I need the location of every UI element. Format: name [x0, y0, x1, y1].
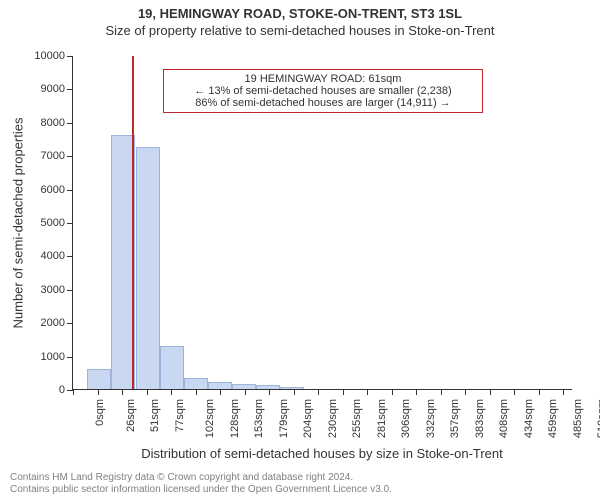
marker-line	[132, 56, 134, 389]
histogram-bar	[87, 369, 111, 389]
y-tick	[67, 290, 73, 291]
x-tick	[343, 389, 344, 395]
x-tick-label: 357sqm	[449, 399, 461, 438]
y-tick-label: 0	[59, 384, 65, 396]
x-tick-label: 0sqm	[94, 399, 106, 426]
x-tick-label: 255sqm	[351, 399, 363, 438]
y-tick-label: 2000	[41, 317, 65, 329]
x-tick-label: 332sqm	[425, 399, 437, 438]
histogram-bar	[280, 387, 304, 389]
x-tick	[416, 389, 417, 395]
chart-title: 19, HEMINGWAY ROAD, STOKE-ON-TRENT, ST3 …	[0, 0, 600, 21]
x-tick	[367, 389, 368, 395]
x-tick-label: 26sqm	[125, 399, 137, 432]
x-tick-label: 485sqm	[572, 399, 584, 438]
footer-line: Contains public sector information licen…	[10, 484, 590, 496]
x-tick	[294, 389, 295, 395]
y-tick	[67, 56, 73, 57]
y-tick-label: 5000	[41, 217, 65, 229]
histogram-bar	[208, 382, 232, 389]
x-tick-label: 102sqm	[204, 399, 216, 438]
x-tick-label: 77sqm	[174, 399, 186, 432]
x-tick	[269, 389, 270, 395]
x-tick	[122, 389, 123, 395]
x-tick	[318, 389, 319, 395]
x-tick-label: 306sqm	[400, 399, 412, 438]
x-tick	[490, 389, 491, 395]
annotation-box: 19 HEMINGWAY ROAD: 61sqm← 13% of semi-de…	[163, 69, 483, 113]
y-tick-label: 3000	[41, 284, 65, 296]
x-tick-label: 51sqm	[149, 399, 161, 432]
y-tick	[67, 89, 73, 90]
y-tick	[67, 256, 73, 257]
x-tick	[563, 389, 564, 395]
chart-subtitle: Size of property relative to semi-detach…	[0, 21, 600, 38]
x-tick	[245, 389, 246, 395]
x-tick-label: 230sqm	[327, 399, 339, 438]
histogram-bar	[160, 346, 184, 389]
y-tick	[67, 123, 73, 124]
chart-plot-area: 0100020003000400050006000700080009000100…	[72, 56, 572, 390]
y-tick	[67, 190, 73, 191]
x-tick	[539, 389, 540, 395]
x-tick	[392, 389, 393, 395]
x-tick	[465, 389, 466, 395]
histogram-bar	[256, 385, 280, 389]
x-tick	[220, 389, 221, 395]
y-tick-label: 7000	[41, 150, 65, 162]
x-tick-label: 153sqm	[253, 399, 265, 438]
x-tick	[98, 389, 99, 395]
x-tick	[147, 389, 148, 395]
histogram-bar	[136, 147, 160, 389]
x-tick	[514, 389, 515, 395]
footer-line: Contains HM Land Registry data © Crown c…	[10, 472, 590, 484]
x-axis-title: Distribution of semi-detached houses by …	[141, 446, 503, 461]
x-tick-label: 128sqm	[229, 399, 241, 438]
x-tick-label: 510sqm	[597, 399, 600, 438]
y-tick-label: 1000	[41, 351, 65, 363]
annotation-line: 19 HEMINGWAY ROAD: 61sqm	[170, 73, 476, 85]
annotation-line: 86% of semi-detached houses are larger (…	[170, 97, 476, 109]
x-tick-label: 408sqm	[498, 399, 510, 438]
histogram-bar	[232, 384, 256, 389]
y-tick	[67, 357, 73, 358]
y-tick-label: 9000	[41, 83, 65, 95]
y-axis-title: Number of semi-detached properties	[11, 118, 26, 329]
x-tick-label: 434sqm	[523, 399, 535, 438]
histogram-bar	[184, 378, 208, 389]
x-tick	[171, 389, 172, 395]
y-tick-label: 8000	[41, 117, 65, 129]
y-tick-label: 10000	[34, 50, 65, 62]
y-tick	[67, 223, 73, 224]
x-tick-label: 383sqm	[474, 399, 486, 438]
y-tick	[67, 156, 73, 157]
y-tick	[67, 323, 73, 324]
figure-root: 19, HEMINGWAY ROAD, STOKE-ON-TRENT, ST3 …	[0, 0, 600, 500]
x-tick-label: 204sqm	[302, 399, 314, 438]
annotation-line: ← 13% of semi-detached houses are smalle…	[170, 85, 476, 97]
y-tick-label: 4000	[41, 250, 65, 262]
x-tick	[441, 389, 442, 395]
x-tick-label: 459sqm	[547, 399, 559, 438]
x-tick	[196, 389, 197, 395]
x-tick-label: 179sqm	[278, 399, 290, 438]
y-tick-label: 6000	[41, 184, 65, 196]
x-tick	[73, 389, 74, 395]
footer-attribution: Contains HM Land Registry data © Crown c…	[10, 472, 590, 496]
x-tick-label: 281sqm	[376, 399, 388, 438]
